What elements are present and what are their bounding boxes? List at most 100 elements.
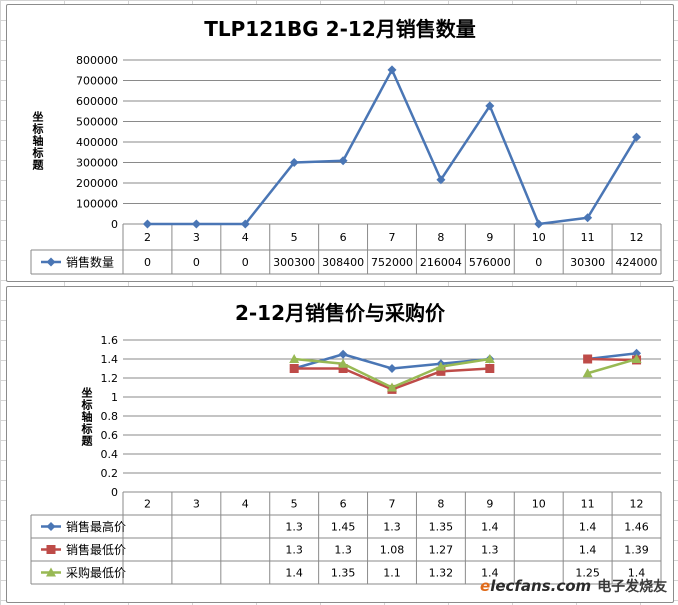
data-point: [191, 219, 201, 229]
x-tick-label: 6: [340, 231, 347, 244]
legend-key-marker: [46, 567, 56, 577]
y-tick-label: 800000: [76, 54, 118, 67]
legend-label: 销售最低价: [66, 542, 126, 557]
data-point: [582, 368, 593, 378]
y-tick-label: 0.8: [101, 410, 119, 423]
data-point: [583, 354, 593, 364]
data-point: [338, 349, 348, 359]
series-line: [587, 357, 637, 375]
watermark-logo: elecfans.com 电子发烧友: [480, 576, 667, 596]
legend-key-marker: [46, 545, 56, 554]
x-tick-label: 3: [193, 498, 200, 511]
data-point: [387, 364, 397, 373]
data-table-value: 424000: [616, 256, 658, 269]
y-axis-title: 坐标轴标题: [80, 387, 93, 447]
x-tick-label: 10: [532, 498, 546, 511]
x-tick-label: 9: [486, 231, 493, 244]
data-table-value: 1.08: [380, 544, 405, 557]
data-point: [387, 65, 397, 75]
data-table-value: 0: [535, 256, 542, 269]
data-point: [289, 354, 300, 363]
legend-key-marker: [46, 257, 56, 267]
y-tick-label: 0: [111, 486, 118, 499]
data-table-value: 1.3: [285, 521, 303, 534]
sales-quantity-plot: 0100000200000300000400000500000600000700…: [30, 54, 662, 275]
watermark-prefix: e: [480, 577, 491, 595]
y-axis-title: 坐标轴标题: [31, 111, 44, 171]
data-table-value: 216004: [420, 256, 462, 269]
x-tick-label: 8: [437, 231, 444, 244]
data-point: [484, 354, 495, 363]
data-table-value: 1.46: [624, 521, 649, 534]
data-table-value: 1.3: [383, 521, 401, 534]
data-point: [632, 132, 642, 142]
data-table-value: 752000: [371, 256, 413, 269]
price-plot: 0 0.2 0.4 0.6 0.8 1 1.2 1.4 1.6 2 3 4 5 6 7 8 9 10 11 12 销售最…: [30, 334, 662, 585]
y-tick-label: 0: [111, 218, 118, 231]
data-point: [338, 358, 349, 368]
data-table-value: 1.4: [628, 567, 646, 580]
y-tick-label: 300000: [76, 157, 118, 170]
x-tick-label: 5: [291, 498, 298, 511]
y-tick-label: 700000: [76, 75, 118, 88]
x-tick-label: 12: [630, 498, 644, 511]
legend-label: 销售最高价: [66, 519, 126, 534]
x-tick-label: 12: [630, 231, 644, 244]
data-point: [436, 366, 446, 376]
data-table-value: 576000: [469, 256, 511, 269]
y-tick-label: 100000: [76, 198, 118, 211]
data-point: [338, 364, 348, 373]
watermark-domain: lecfans.com: [490, 577, 592, 595]
series-line: [587, 357, 637, 362]
legend-key-marker: [46, 522, 56, 531]
price-chart[interactable]: 2-12月销售价与采购价 坐标轴标题 0 0.2 0.4 0.6 0.8 1 1.2 1.4 1…: [6, 286, 674, 603]
data-table-value: 1.4: [481, 567, 499, 580]
y-tick-label: 0.2: [101, 467, 119, 480]
data-table-value: 1.4: [285, 567, 303, 580]
y-tick-label: 200000: [76, 177, 118, 190]
data-table-value: 1.1: [383, 567, 401, 580]
chart-title: 2-12月销售价与采购价: [234, 301, 446, 325]
x-tick-label: 11: [581, 498, 595, 511]
x-tick-label: 9: [486, 498, 493, 511]
data-point: [485, 101, 495, 111]
data-point: [289, 157, 299, 167]
y-tick-label: 0.6: [101, 429, 119, 442]
data-point: [436, 175, 446, 185]
legend-label: 销售数量: [66, 255, 114, 270]
legend-label: 采购最低价: [66, 565, 126, 580]
data-point: [289, 364, 299, 373]
data-point: [142, 219, 152, 229]
data-table-value: 1.45: [331, 521, 356, 534]
y-tick-label: 1.6: [101, 334, 119, 347]
watermark-cn: 电子发烧友: [597, 579, 668, 595]
data-table-value: 1.3: [285, 544, 303, 557]
data-table-value: 1.35: [429, 521, 454, 534]
x-tick-label: 10: [532, 231, 546, 244]
data-point: [631, 354, 642, 363]
x-tick-label: 7: [389, 231, 396, 244]
y-tick-label: 1: [111, 391, 118, 404]
data-point: [240, 219, 250, 229]
x-tick-label: 4: [242, 231, 249, 244]
x-tick-label: 2: [144, 498, 151, 511]
data-point: [338, 156, 348, 166]
data-table-value: 1.32: [429, 567, 454, 580]
data-point: [435, 361, 446, 371]
data-table-value: 1.3: [481, 544, 499, 557]
y-tick-label: 600000: [76, 95, 118, 108]
data-point: [534, 219, 544, 229]
sales-quantity-chart[interactable]: TLP121BG 2-12月销售数量 坐标轴标题 0 100000 200000 30…: [6, 4, 674, 282]
data-point: [583, 213, 593, 223]
x-tick-label: 11: [581, 231, 595, 244]
data-point: [485, 364, 495, 373]
data-table-value: 0: [242, 256, 249, 269]
y-tick-label: 500000: [76, 116, 118, 129]
x-tick-label: 7: [389, 498, 396, 511]
y-tick-label: 1.2: [101, 372, 119, 385]
data-table-value: 1.4: [481, 521, 499, 534]
data-table-value: 1.35: [331, 567, 356, 580]
data-table-value: 1.27: [429, 544, 454, 557]
data-point: [387, 382, 397, 392]
x-tick-label: 4: [242, 498, 249, 511]
